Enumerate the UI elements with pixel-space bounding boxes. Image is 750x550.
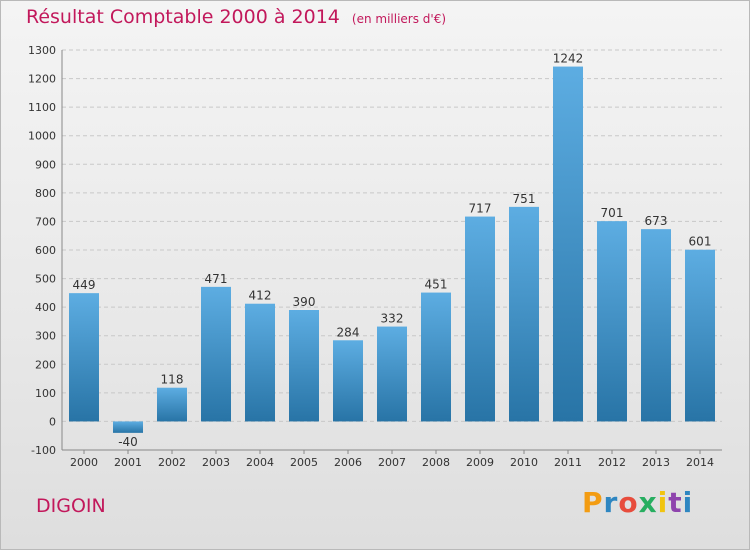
data-label: 390 bbox=[293, 295, 316, 309]
data-label: 118 bbox=[161, 373, 184, 387]
x-tick-label: 2014 bbox=[686, 456, 714, 469]
bar bbox=[245, 303, 275, 422]
x-tick-label: 2009 bbox=[466, 456, 494, 469]
bar bbox=[377, 326, 407, 422]
city-name: DIGOIN bbox=[36, 495, 106, 517]
x-tick-label: 2012 bbox=[598, 456, 626, 469]
chart-title: Résultat Comptable 2000 à 2014 (en milli… bbox=[26, 6, 446, 36]
y-tick-label: 800 bbox=[35, 187, 56, 200]
x-tick-label: 2001 bbox=[114, 456, 142, 469]
x-tick-label: 2010 bbox=[510, 456, 538, 469]
bar bbox=[69, 293, 99, 422]
data-label: 601 bbox=[689, 235, 712, 249]
y-tick-label: 700 bbox=[35, 215, 56, 228]
y-tick-label: 1300 bbox=[28, 44, 56, 57]
x-tick-label: 2004 bbox=[246, 456, 274, 469]
data-label: 412 bbox=[249, 289, 272, 303]
y-tick-label: 100 bbox=[35, 387, 56, 400]
bar bbox=[597, 221, 627, 422]
data-label: 673 bbox=[645, 214, 668, 228]
bar bbox=[289, 310, 319, 422]
bar bbox=[465, 216, 495, 422]
data-label: 449 bbox=[73, 278, 96, 292]
x-tick-label: 2007 bbox=[378, 456, 406, 469]
title-unit: (en milliers d'€) bbox=[351, 12, 447, 26]
y-tick-label: 0 bbox=[49, 415, 56, 428]
y-tick-label: 600 bbox=[35, 244, 56, 257]
bar bbox=[553, 66, 583, 422]
data-label: -40 bbox=[118, 435, 138, 449]
y-tick-label: 1200 bbox=[28, 73, 56, 86]
x-tick-label: 2002 bbox=[158, 456, 186, 469]
y-tick-label: 300 bbox=[35, 330, 56, 343]
data-label: 1242 bbox=[553, 52, 584, 66]
bar bbox=[685, 249, 715, 422]
y-tick-label: 400 bbox=[35, 301, 56, 314]
x-tick-label: 2006 bbox=[334, 456, 362, 469]
bar bbox=[201, 286, 231, 422]
data-label: 332 bbox=[381, 312, 404, 326]
bar bbox=[421, 292, 451, 422]
y-tick-label: 1000 bbox=[28, 130, 56, 143]
x-tick-label: 2008 bbox=[422, 456, 450, 469]
y-tick-label: -100 bbox=[31, 444, 56, 457]
bar bbox=[333, 340, 363, 422]
y-tick-label: 500 bbox=[35, 273, 56, 286]
data-label: 451 bbox=[425, 278, 448, 292]
x-tick-label: 2013 bbox=[642, 456, 670, 469]
bar bbox=[113, 421, 143, 433]
data-label: 717 bbox=[469, 202, 492, 216]
x-tick-label: 2003 bbox=[202, 456, 230, 469]
bar bbox=[157, 387, 187, 422]
y-tick-label: 200 bbox=[35, 358, 56, 371]
y-tick-label: 1100 bbox=[28, 101, 56, 114]
x-tick-label: 2005 bbox=[290, 456, 318, 469]
bar bbox=[509, 206, 539, 422]
data-label: 284 bbox=[337, 325, 360, 339]
proxiti-logo: Proxiti bbox=[582, 486, 694, 519]
data-label: 471 bbox=[205, 272, 228, 286]
bar bbox=[641, 229, 671, 422]
data-label: 701 bbox=[601, 206, 624, 220]
x-tick-label: 2011 bbox=[554, 456, 582, 469]
data-label: 751 bbox=[513, 192, 536, 206]
x-tick-label: 2000 bbox=[70, 456, 98, 469]
title-main: Résultat Comptable 2000 à 2014 bbox=[26, 6, 340, 28]
y-tick-label: 900 bbox=[35, 158, 56, 171]
